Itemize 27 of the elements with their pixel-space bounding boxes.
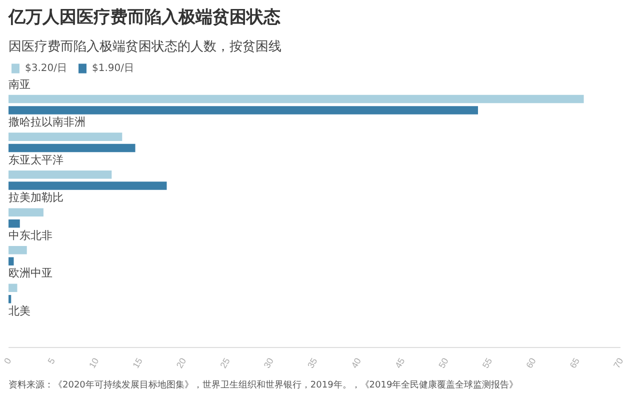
y-tick-label: 东亚太平洋	[8, 153, 64, 166]
x-tick-label: 55	[480, 356, 494, 370]
x-tick-label: 40	[349, 356, 363, 370]
x-tick-label: 10	[87, 356, 101, 370]
y-tick-label: 北美	[8, 304, 30, 318]
x-tick-label: 45	[393, 356, 407, 370]
x-tick-label: 70	[612, 356, 626, 370]
chart-title: 亿万人因医疗费而陷入极端贫困状态	[8, 8, 280, 28]
x-tick-label: 0	[2, 356, 14, 366]
chart-subtitle: 因医疗费而陷入极端贫困状态的人数，按贫困线	[8, 40, 282, 54]
text: 资料来源：《2020年可持续发展目标地图集》，世界卫生组织和世界银行，2019年。，《2019年全民健康覆盖全球监测报告》	[8, 380, 518, 390]
y-tick-label: 中东北非	[8, 228, 52, 242]
y-tick-label: 南亚	[8, 78, 30, 91]
x-tick-label: 60	[524, 356, 538, 370]
x-tick-label: 20	[174, 356, 188, 370]
x-tick-label: 25	[218, 356, 232, 370]
legend-label: $3.20/日	[25, 62, 67, 75]
x-tick-label: 15	[130, 356, 144, 370]
x-tick-label: 35	[306, 356, 320, 370]
x-tick-label: 5	[46, 356, 57, 366]
legend-label: $1.90/日	[92, 62, 134, 75]
y-tick-label: 撒哈拉以南非洲	[8, 116, 86, 129]
x-tick-label: 30	[262, 356, 276, 370]
x-tick-label: 50	[436, 356, 450, 370]
x-tick-label: 65	[568, 356, 582, 370]
y-tick-label: 欧洲中亚	[8, 266, 52, 280]
y-tick-label: 拉美加勒比	[8, 191, 64, 204]
